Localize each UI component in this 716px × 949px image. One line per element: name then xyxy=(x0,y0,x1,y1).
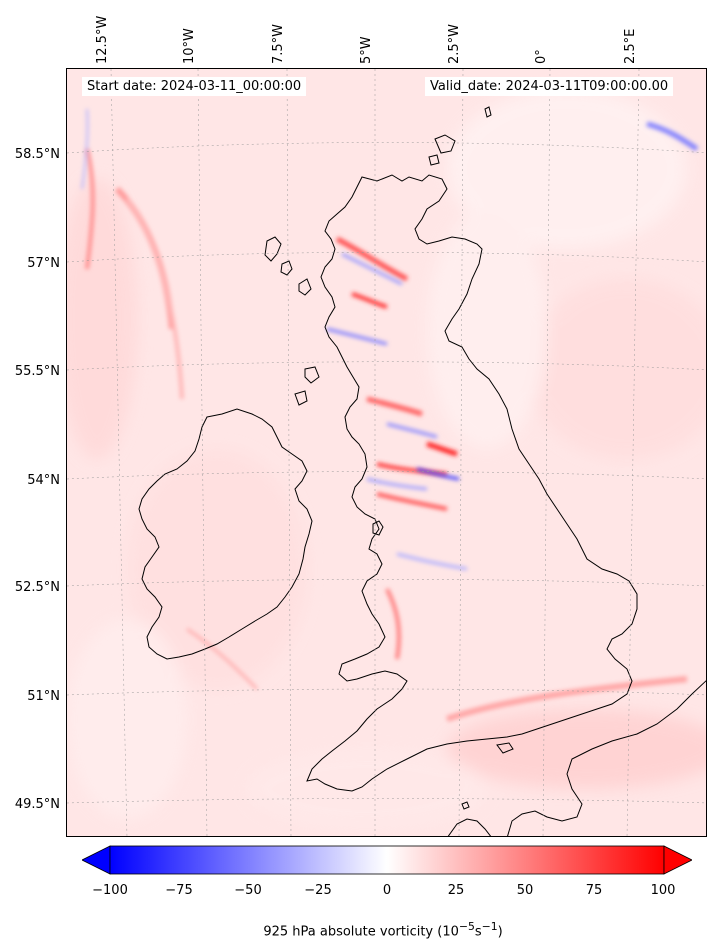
positive-vorticity-features xyxy=(85,148,688,722)
colorbar-tick: −25 xyxy=(304,883,332,898)
lon-label-10w: 10°W xyxy=(182,28,197,64)
colorbar-tick: −75 xyxy=(165,883,193,898)
colorbar-tick: 0 xyxy=(382,883,392,898)
colorbar xyxy=(82,845,692,875)
lon-label-12-5w: 12.5°W xyxy=(95,15,110,64)
lat-label-49-5n: 49.5°N xyxy=(14,797,60,812)
lat-label-57n: 57°N xyxy=(27,256,60,271)
field-texture xyxy=(67,89,706,829)
colorbar-tick: 50 xyxy=(516,883,534,898)
colorbar-tick: −100 xyxy=(92,883,128,898)
lon-label-5w: 5°W xyxy=(359,36,374,64)
lat-label-52-5n: 52.5°N xyxy=(14,580,60,595)
coastline-orkney xyxy=(434,134,456,154)
coastline-isle-of-wight xyxy=(496,742,514,754)
colorbar-max-extend xyxy=(663,845,692,875)
coastline-great-britain xyxy=(306,174,638,792)
lat-label-58-5n: 58.5°N xyxy=(14,147,60,162)
coastline-hebrides xyxy=(264,236,282,262)
colorbar-tick: 25 xyxy=(447,883,465,898)
colorbar-tick: 100 xyxy=(650,883,676,898)
coastline-france xyxy=(507,680,706,836)
valid-date-label: Valid_date: 2024-03-11T09:00:00.00 xyxy=(425,77,674,96)
lon-label-7-5w: 7.5°W xyxy=(271,23,286,64)
map-canvas xyxy=(67,69,706,836)
lat-label-55-5n: 55.5°N xyxy=(14,364,60,379)
colorbar-tick: 75 xyxy=(585,883,603,898)
coastline-ireland xyxy=(138,408,313,660)
lon-label-2-5e: 2.5°E xyxy=(623,28,638,64)
colorbar-tick: −50 xyxy=(234,883,262,898)
colorbar-label: 925 hPa absolute vorticity (10−5s−1) xyxy=(263,920,503,940)
colorbar-gradient xyxy=(109,845,665,875)
lon-label-2-5w: 2.5°W xyxy=(447,23,462,64)
coastline-shetland xyxy=(484,106,492,118)
lon-label-0: 0° xyxy=(534,49,549,64)
start-date-label: Start date: 2024-03-11_00:00:00 xyxy=(82,77,307,96)
colorbar-min-extend xyxy=(82,845,111,875)
coastline-isle-of-man xyxy=(372,520,384,536)
vorticity-map xyxy=(66,68,707,837)
negative-vorticity-features xyxy=(81,108,699,571)
lat-label-54n: 54°N xyxy=(27,473,60,488)
lat-label-51n: 51°N xyxy=(27,689,60,704)
coastlines xyxy=(138,106,706,836)
graticule xyxy=(67,69,706,836)
